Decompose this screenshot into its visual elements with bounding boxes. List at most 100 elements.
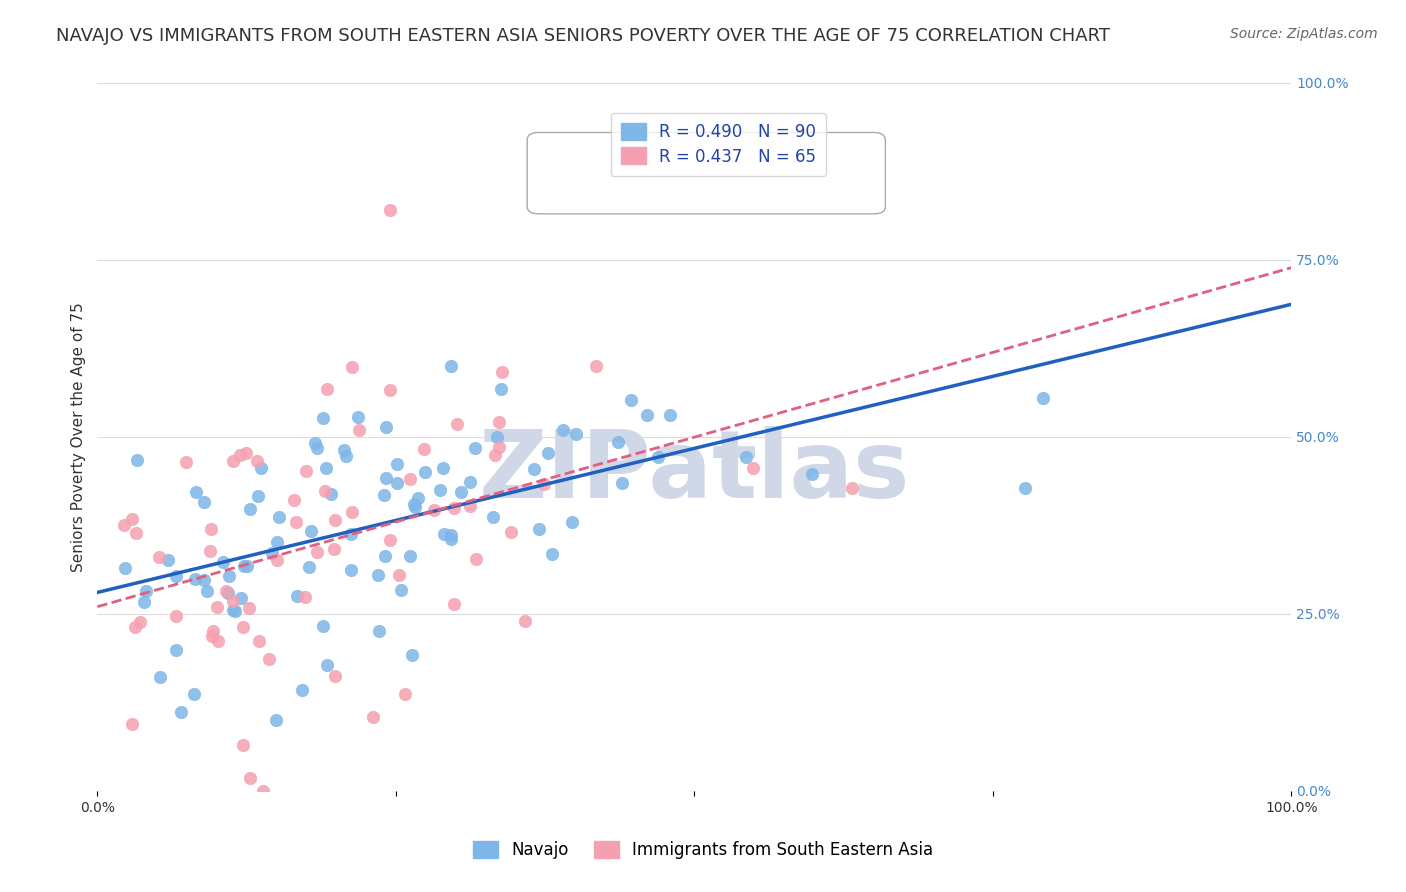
Point [378, 203, 401, 218]
Point [551, 423, 574, 437]
Point [841, 481, 863, 495]
Point [218, 569, 240, 583]
Point [304, 436, 326, 450]
Point [239, 502, 262, 516]
Point [174, 455, 197, 469]
Point [388, 568, 411, 582]
Point [398, 472, 420, 486]
Point [246, 453, 269, 467]
Point [408, 491, 430, 506]
Point [734, 450, 756, 464]
Point [440, 532, 463, 546]
Point [186, 485, 208, 500]
Point [125, 453, 148, 467]
Point [114, 518, 136, 533]
Point [165, 643, 187, 657]
Point [342, 506, 364, 520]
Point [537, 446, 560, 460]
Point [121, 717, 143, 731]
Point [335, 449, 357, 463]
Point [323, 668, 346, 682]
Point [238, 771, 260, 785]
Point [283, 492, 305, 507]
Point [217, 586, 239, 600]
Point [314, 483, 336, 498]
Point [246, 489, 269, 503]
Text: NAVAJO VS IMMIGRANTS FROM SOUTH EASTERN ASIA SENIORS POVERTY OVER THE AGE OF 75 : NAVAJO VS IMMIGRANTS FROM SOUTH EASTERN … [56, 27, 1111, 45]
Point [221, 594, 243, 608]
Point [399, 549, 422, 563]
Point [257, 652, 280, 666]
Point [316, 657, 339, 672]
Point [533, 476, 555, 491]
Point [387, 476, 409, 491]
Point [486, 430, 509, 444]
Point [433, 526, 456, 541]
Point [394, 687, 416, 701]
Point [489, 383, 512, 397]
FancyBboxPatch shape [527, 133, 886, 214]
Point [207, 634, 229, 648]
Point [148, 549, 170, 564]
Point [235, 446, 257, 460]
Point [440, 359, 463, 373]
Point [1014, 481, 1036, 495]
Point [201, 624, 224, 639]
Point [316, 383, 339, 397]
Point [252, 784, 274, 798]
Point [299, 524, 322, 538]
Point [264, 713, 287, 727]
Point [446, 417, 468, 431]
Point [606, 435, 628, 450]
Point [224, 604, 246, 618]
Point [1032, 392, 1054, 406]
Point [564, 426, 586, 441]
Point [132, 595, 155, 609]
Point [423, 503, 446, 517]
Point [378, 384, 401, 398]
Point [312, 410, 335, 425]
Point [340, 359, 363, 374]
Point [464, 441, 486, 455]
Point [183, 687, 205, 701]
Point [165, 569, 187, 583]
Point [501, 524, 523, 539]
Point [183, 572, 205, 586]
Point [197, 583, 219, 598]
Point [291, 683, 314, 698]
Point [458, 499, 481, 513]
Point [432, 461, 454, 475]
Point [332, 443, 354, 458]
Point [232, 620, 254, 634]
Point [620, 392, 643, 407]
Point [464, 551, 486, 566]
Point [488, 416, 510, 430]
Point [229, 591, 252, 605]
Point [266, 553, 288, 567]
Point [193, 573, 215, 587]
Point [401, 648, 423, 662]
Point [443, 500, 465, 515]
Point [200, 522, 222, 536]
Point [193, 494, 215, 508]
Point [389, 582, 412, 597]
Point [347, 409, 370, 424]
Point [305, 545, 328, 559]
Point [294, 591, 316, 605]
Point [415, 466, 437, 480]
Point [129, 615, 152, 630]
Point [121, 512, 143, 526]
Point [647, 450, 669, 465]
Point [307, 441, 329, 455]
Point [443, 598, 465, 612]
Point [741, 461, 763, 475]
Point [135, 583, 157, 598]
Point [235, 558, 257, 573]
Point [801, 467, 824, 482]
Point [367, 568, 389, 582]
Legend: Navajo, Immigrants from South Eastern Asia: Navajo, Immigrants from South Eastern As… [467, 834, 939, 866]
Point [375, 471, 398, 485]
Point [250, 460, 273, 475]
Point [339, 527, 361, 541]
Point [285, 589, 308, 603]
